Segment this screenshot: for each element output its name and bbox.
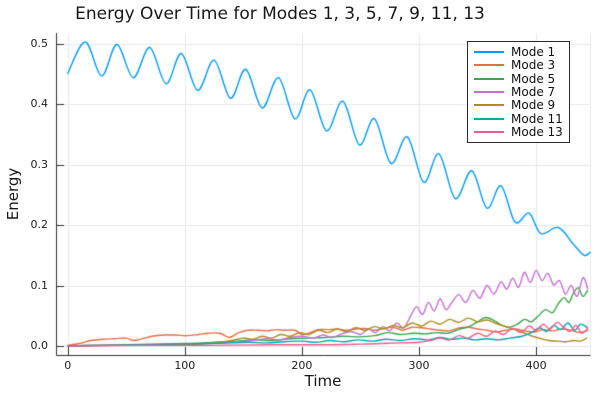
legend-item: Mode 1 [474, 45, 565, 58]
y-tick-label: 0.0 [30, 338, 49, 352]
legend-item: Mode 13 [474, 126, 565, 139]
legend-item-label: Mode 13 [511, 125, 563, 140]
y-tick-label: 0.4 [30, 97, 49, 111]
x-tick-label: 100 [174, 359, 196, 372]
y-axis-label: Energy [4, 167, 22, 221]
legend-item: Mode 9 [474, 99, 565, 112]
legend-line-sample [474, 77, 504, 80]
legend-item: Mode 5 [474, 72, 565, 85]
legend-line-sample [474, 90, 504, 93]
legend-line-sample [474, 104, 504, 107]
legend-line-sample [474, 131, 504, 134]
x-tick-label: 0 [64, 359, 72, 372]
chart-title: Energy Over Time for Modes 1, 3, 5, 7, 9… [75, 4, 485, 24]
y-tick-label: 0.3 [30, 157, 49, 171]
legend-item-label: Mode 9 [511, 98, 556, 113]
legend-line-sample [474, 117, 504, 120]
legend-item-label: Mode 11 [511, 111, 563, 126]
legend-line-sample [474, 50, 504, 53]
legend-item-label: Mode 1 [511, 44, 556, 59]
x-tick-label: 200 [291, 359, 313, 372]
y-tick-label: 0.5 [30, 36, 49, 50]
legend-item: Mode 7 [474, 85, 565, 98]
legend-item-label: Mode 3 [511, 58, 556, 73]
legend-item-label: Mode 5 [511, 71, 556, 86]
legend-item: Mode 11 [474, 112, 565, 125]
x-tick-label: 300 [408, 359, 430, 372]
y-tick-label: 0.1 [30, 278, 49, 292]
legend-item: Mode 3 [474, 58, 565, 71]
legend-item-label: Mode 7 [511, 84, 556, 99]
x-tick-label: 400 [525, 359, 547, 372]
y-tick-label: 0.2 [30, 218, 49, 232]
legend: Mode 1 Mode 3 Mode 5 Mode 7 Mode 9 Mode 11 Mod… [467, 41, 570, 143]
legend-line-sample [474, 64, 504, 67]
x-axis-label: Time [304, 372, 342, 390]
